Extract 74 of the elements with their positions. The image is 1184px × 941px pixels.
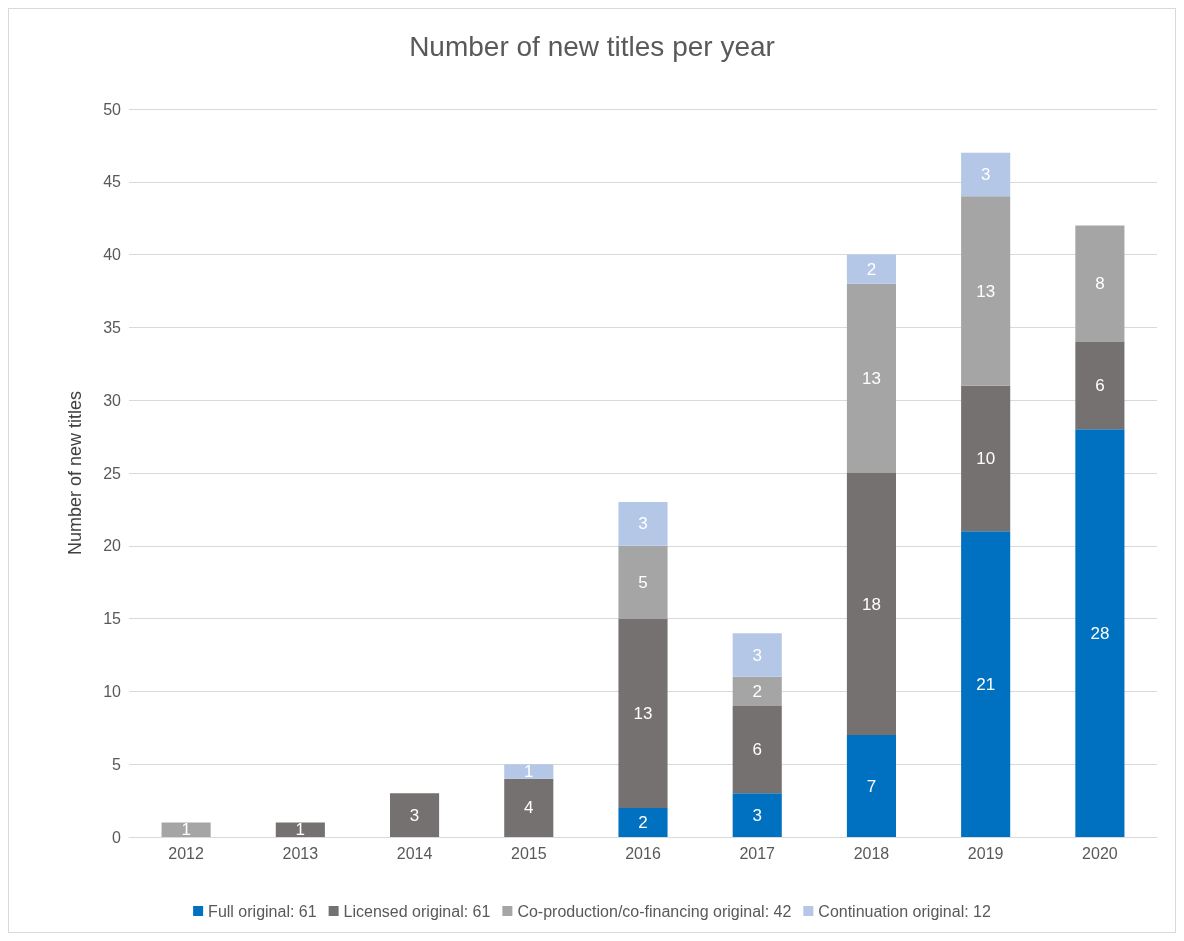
data-label: 1 xyxy=(181,820,191,840)
bar xyxy=(846,473,896,736)
y-axis-title: Number of new titles xyxy=(65,390,85,556)
y-tick-label: 40 xyxy=(103,246,122,264)
chart-title: Number of new titles per year xyxy=(409,30,775,62)
bar xyxy=(961,152,1011,197)
y-tick-label: 30 xyxy=(103,391,122,409)
data-label: 1 xyxy=(295,820,306,840)
data-label: 5 xyxy=(638,572,648,592)
y-tick-label: 20 xyxy=(103,537,122,555)
data-label: 4 xyxy=(524,798,534,818)
bar xyxy=(846,735,896,837)
data-label: 6 xyxy=(752,740,762,760)
data-label: 1 xyxy=(524,761,534,781)
bar xyxy=(1075,341,1125,430)
data-label: 21 xyxy=(976,674,996,694)
x-tick-label: 2016 xyxy=(625,844,661,862)
y-tick-label: 5 xyxy=(112,755,122,773)
data-label: 3 xyxy=(980,165,991,185)
x-tick-label: 2017 xyxy=(739,844,776,862)
y-tick-label: 10 xyxy=(103,682,122,700)
bar xyxy=(618,545,668,619)
x-tick-label: 2012 xyxy=(168,844,205,862)
x-tick-label: 2020 xyxy=(1082,844,1118,862)
data-label: 3 xyxy=(638,514,648,534)
data-label: 2 xyxy=(752,681,762,701)
data-label: 2 xyxy=(638,812,648,832)
bar xyxy=(961,196,1011,386)
data-label: 8 xyxy=(1095,274,1105,294)
bar xyxy=(504,764,554,779)
data-label: 3 xyxy=(752,645,762,665)
x-tick-label: 2019 xyxy=(967,844,1004,862)
bar xyxy=(732,633,782,677)
bar xyxy=(390,793,440,837)
y-tick-label: 50 xyxy=(103,100,122,118)
bar xyxy=(961,531,1011,837)
legend-label: Continuation original: 12 xyxy=(818,902,991,920)
data-label: 3 xyxy=(752,805,762,825)
legend-label: Full original: 61 xyxy=(208,902,317,920)
bar xyxy=(732,705,782,794)
bar xyxy=(504,778,554,837)
data-label: 13 xyxy=(633,703,653,723)
data-label: 2 xyxy=(866,259,877,279)
y-tick-label: 35 xyxy=(103,318,122,336)
y-tick-label: 0 xyxy=(112,828,122,846)
bar xyxy=(618,502,668,546)
data-label: 13 xyxy=(861,368,881,388)
data-label: 3 xyxy=(409,805,420,825)
y-tick-label: 45 xyxy=(103,173,122,191)
legend-label: Licensed original: 61 xyxy=(343,902,491,920)
bar xyxy=(275,822,325,837)
bar xyxy=(618,807,668,837)
bar xyxy=(618,618,668,808)
y-tick-label: 25 xyxy=(103,464,122,482)
data-label: 6 xyxy=(1095,376,1105,396)
bar xyxy=(732,676,782,706)
data-label: 18 xyxy=(861,594,881,614)
data-label: 7 xyxy=(866,776,877,796)
bar xyxy=(846,283,896,473)
x-tick-label: 2015 xyxy=(510,844,547,862)
y-tick-label: 15 xyxy=(103,610,122,628)
bar xyxy=(161,822,211,837)
x-tick-label: 2013 xyxy=(282,844,319,862)
bar xyxy=(732,793,782,837)
legend-label: Co-production/co-financing original: 42 xyxy=(517,902,792,920)
data-label: 10 xyxy=(976,448,996,468)
data-label: 28 xyxy=(1090,623,1110,643)
bar xyxy=(1075,429,1125,837)
data-label: 13 xyxy=(976,281,996,301)
bar xyxy=(961,385,1011,532)
x-tick-label: 2018 xyxy=(853,844,890,862)
bar xyxy=(846,254,896,284)
bar xyxy=(1075,225,1125,342)
x-tick-label: 2014 xyxy=(396,844,433,862)
